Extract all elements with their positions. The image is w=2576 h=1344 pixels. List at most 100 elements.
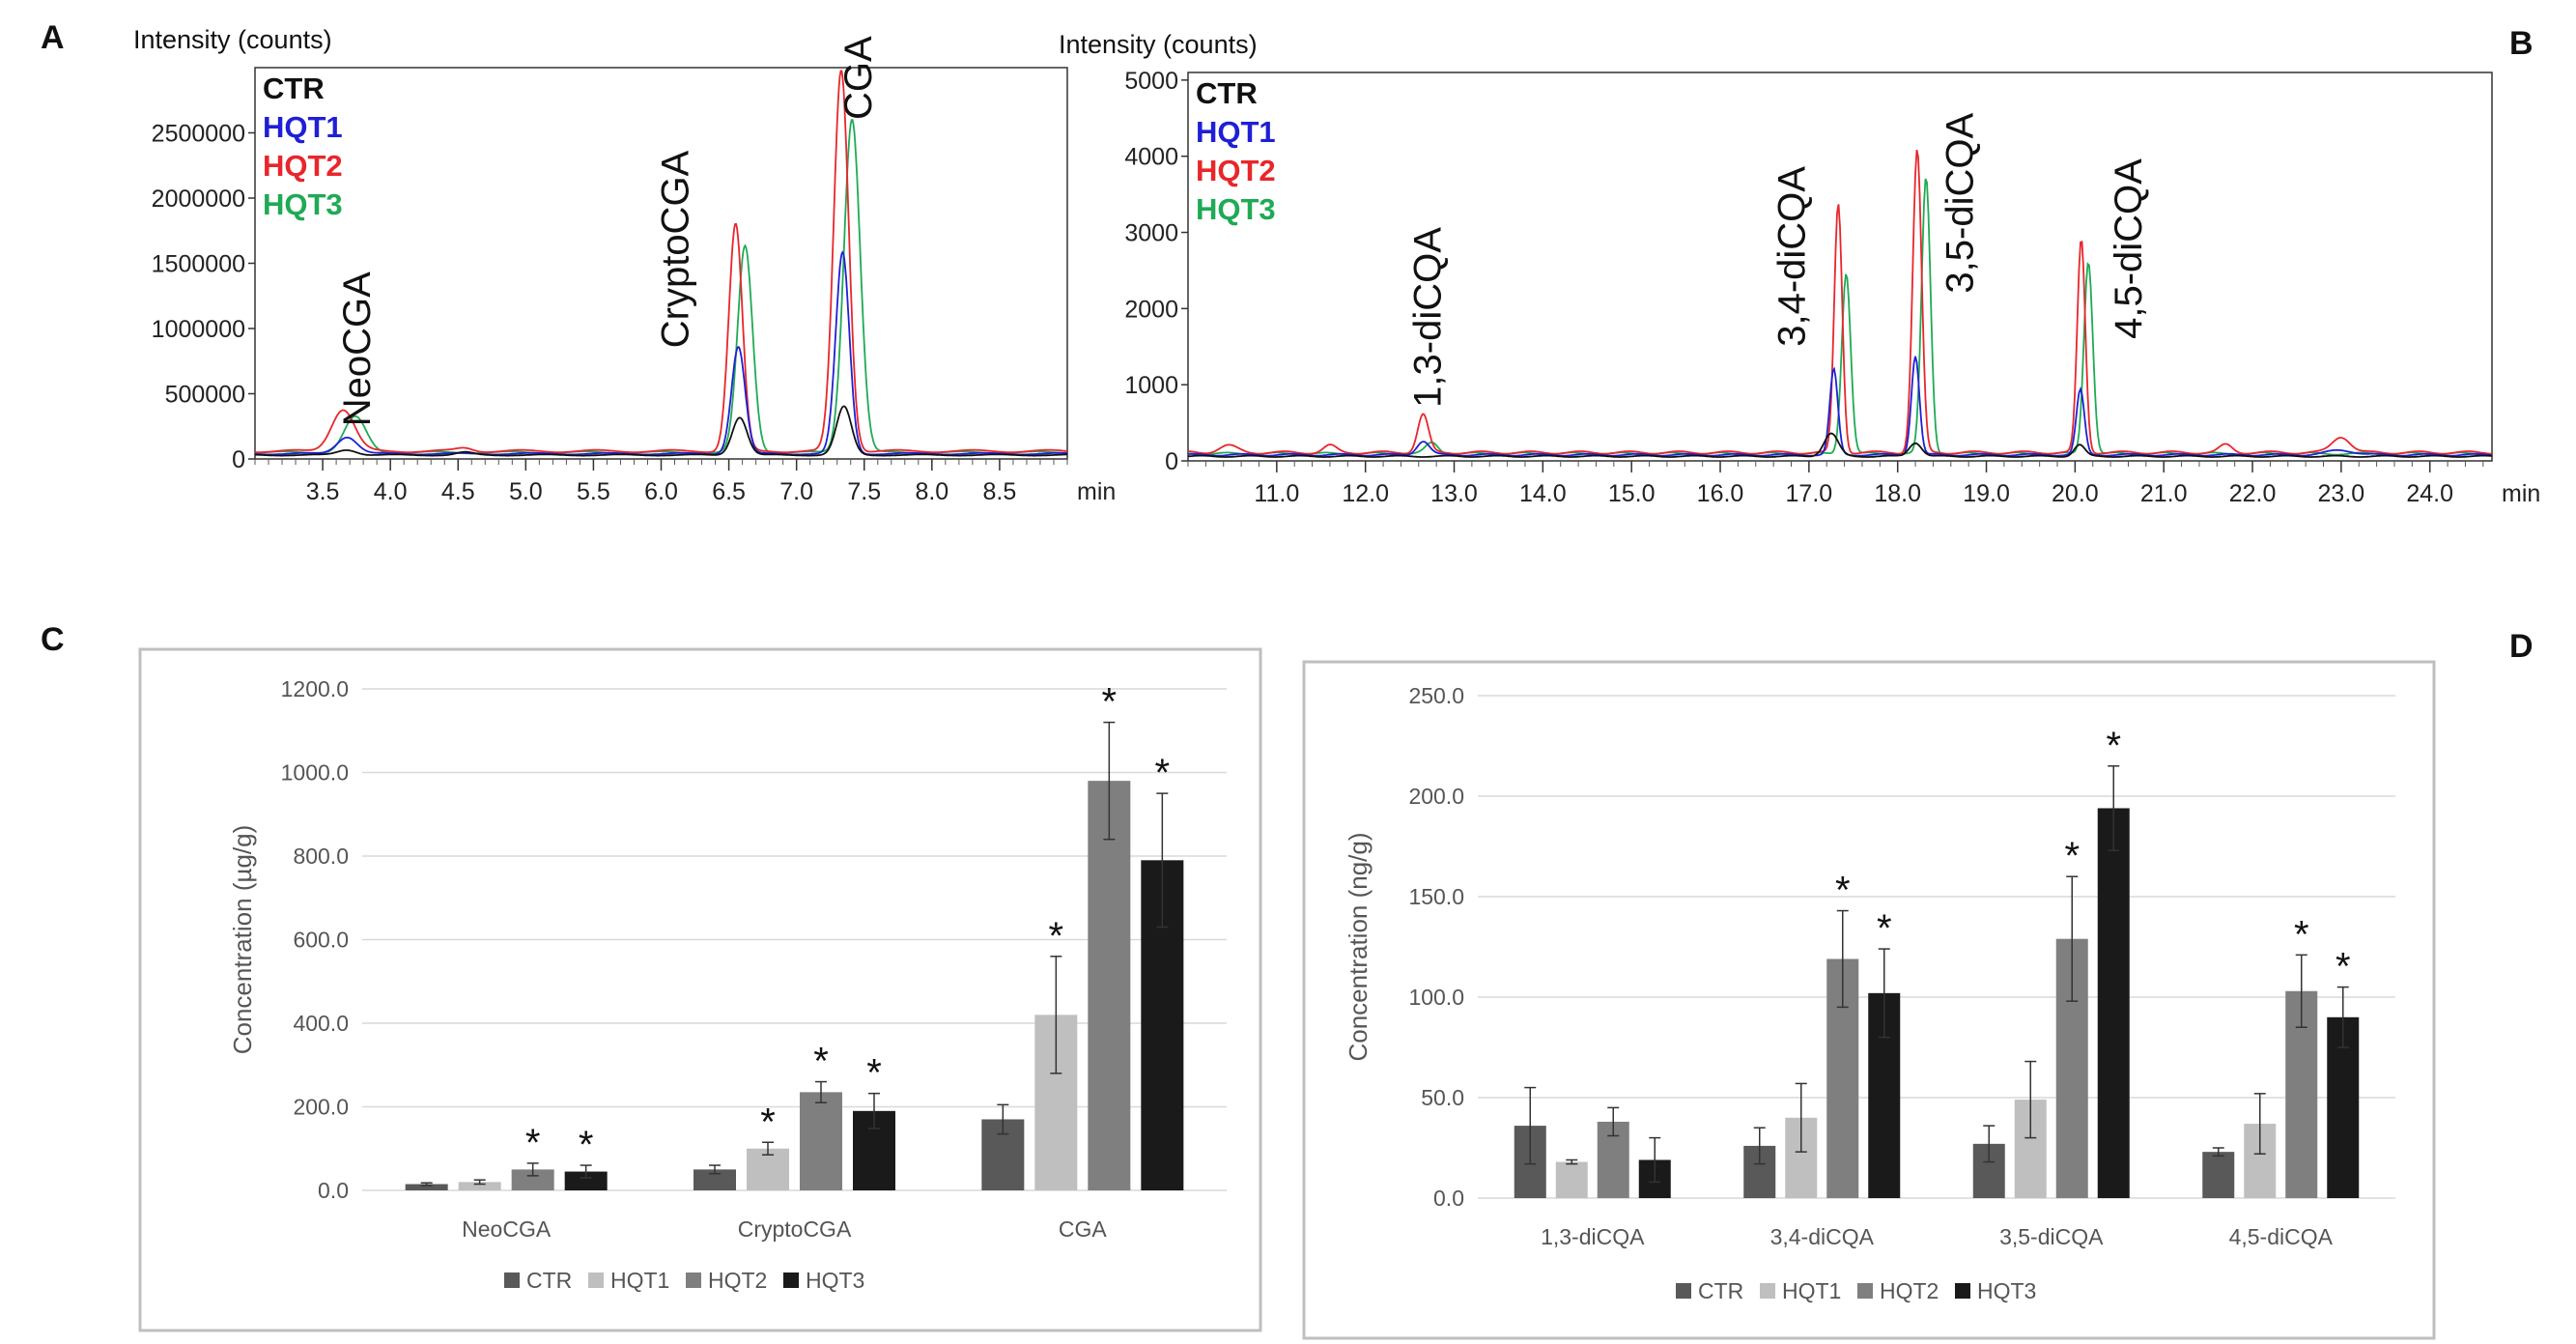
- y-tick-label: 600.0: [293, 928, 349, 953]
- chart-frame: [138, 647, 1262, 1332]
- y-tick-label: 5000: [1124, 68, 1178, 95]
- legend-swatch-hqt2: [1857, 1283, 1873, 1299]
- significance-star: *: [525, 1122, 541, 1164]
- legend-ctr: CTR: [1196, 76, 1258, 110]
- y-tick-label: 3000: [1124, 220, 1178, 247]
- x-category-label: 4,5-diCQA: [2229, 1224, 2334, 1249]
- x-tick-label: 23.0: [2318, 480, 2365, 507]
- significance-star: *: [2106, 725, 2121, 767]
- y-tick-label: 2500000: [152, 121, 245, 148]
- x-axis-unit: min: [1077, 478, 1116, 505]
- bar-chart-d: 0.0 50.0 100.0 150.0 200.0 250.0 Concentration…: [1302, 660, 2436, 1340]
- x-tick-label: 16.0: [1697, 480, 1744, 507]
- bar-hqt3: [2097, 808, 2130, 1198]
- trace-hqt2: [1187, 150, 2492, 455]
- peak-label: CGA: [837, 36, 880, 120]
- legend-hqt2: HQT2: [708, 1268, 767, 1293]
- y-tick-label: 100.0: [1408, 985, 1464, 1010]
- plot-frame: [1187, 71, 2493, 462]
- y-axis-title: Intensity (counts): [1059, 30, 1258, 59]
- bar-ctr: [2202, 1152, 2235, 1198]
- x-axis-unit: min: [2502, 480, 2540, 507]
- y-tick-label: 500000: [165, 382, 245, 409]
- legend-hqt1: HQT1: [1782, 1278, 1841, 1303]
- y-tick-label: 0: [232, 446, 245, 473]
- legend-hqt3: HQT3: [806, 1268, 864, 1293]
- peak-label: 1,3-diCQA: [1407, 227, 1450, 408]
- significance-star: *: [813, 1041, 829, 1083]
- significance-star: *: [1877, 907, 1892, 950]
- panel-letter-b: B: [2509, 25, 2534, 62]
- legend-hqt2: HQT2: [1880, 1278, 1939, 1303]
- y-tick-label: 800.0: [293, 844, 349, 869]
- x-tick-label: 6.5: [712, 478, 746, 505]
- y-tick-label: 1500000: [152, 251, 245, 278]
- significance-star: *: [2064, 835, 2080, 877]
- x-category-label: 3,4-diCQA: [1770, 1224, 1875, 1249]
- x-tick-label: 22.0: [2229, 480, 2277, 507]
- y-tick-label: 50.0: [1421, 1085, 1464, 1110]
- chromatogram-b: Intensity (counts) 0 1000 2000 3000 4000 5000 1…: [1059, 30, 2540, 507]
- legend-swatch-ctr: [1676, 1283, 1691, 1299]
- x-tick-label: 21.0: [2140, 480, 2188, 507]
- legend-ctr: CTR: [526, 1268, 572, 1293]
- legend-hqt3: HQT3: [263, 187, 343, 221]
- x-tick-label: 6.0: [644, 478, 678, 505]
- x-category-label: NeoCGA: [462, 1216, 552, 1242]
- legend-swatch-hqt1: [1760, 1283, 1775, 1299]
- bar-ctr: [694, 1169, 736, 1190]
- y-tick-label: 1000: [1124, 372, 1178, 399]
- peak-label: 3,4-diCQA: [1770, 166, 1813, 347]
- significance-star: *: [1835, 870, 1851, 912]
- x-tick-label: 5.0: [509, 478, 543, 505]
- x-category-label: 3,5-diCQA: [1999, 1224, 2104, 1249]
- x-tick-label: 12.0: [1342, 480, 1389, 507]
- trace-ctr: [1187, 432, 2493, 458]
- bar-hqt2: [800, 1092, 842, 1190]
- y-tick-label: 250.0: [1408, 683, 1464, 708]
- legend-swatch-hqt3: [1955, 1283, 1970, 1299]
- legend-ctr: CTR: [1698, 1278, 1743, 1303]
- x-tick-label: 14.0: [1519, 480, 1567, 507]
- x-tick-label: 8.0: [915, 478, 948, 505]
- bar-hqt2: [511, 1169, 554, 1190]
- legend-swatch-hqt2: [686, 1273, 701, 1288]
- y-tick-label: 2000000: [152, 186, 245, 213]
- y-tick-label: 0.0: [318, 1178, 349, 1203]
- significance-star: *: [866, 1052, 882, 1095]
- x-tick-label: 17.0: [1786, 480, 1833, 507]
- y-tick-label: 1000.0: [281, 760, 349, 786]
- panel-letter-d: D: [2509, 628, 2534, 665]
- legend-ctr: CTR: [263, 71, 325, 105]
- x-tick-label: 4.0: [374, 478, 408, 505]
- legend-swatch-hqt3: [783, 1273, 799, 1288]
- y-tick-label: 0.0: [1433, 1186, 1464, 1211]
- y-axis-title: Concentration (µg/g): [228, 825, 257, 1055]
- panel-letter-a: A: [41, 19, 65, 56]
- trace-ctr: [255, 405, 1067, 457]
- y-tick-label: 0: [1165, 448, 1178, 475]
- significance-star: *: [1155, 752, 1171, 794]
- chromatogram-a: Intensity (counts) 0 500000 1000000 1500000 2…: [133, 25, 1116, 505]
- significance-star: *: [2335, 946, 2351, 988]
- y-tick-label: 150.0: [1408, 884, 1464, 909]
- y-tick-label: 1000000: [152, 316, 245, 343]
- x-tick-label: 5.5: [577, 478, 610, 505]
- trace-hqt2: [255, 70, 1068, 453]
- peak-label: 4,5-diCQA: [2108, 158, 2150, 339]
- x-tick-label: 24.0: [2406, 480, 2453, 507]
- x-tick-label: 8.5: [983, 478, 1017, 505]
- trace-hqt1: [1187, 356, 2493, 457]
- x-category-label: CGA: [1059, 1216, 1108, 1242]
- y-tick-label: 2000: [1124, 296, 1178, 323]
- legend-hqt2: HQT2: [263, 149, 343, 183]
- x-tick-label: 19.0: [1963, 480, 2010, 507]
- y-tick-label: 400.0: [293, 1011, 349, 1036]
- x-tick-label: 18.0: [1874, 480, 1921, 507]
- y-axis-title: Intensity (counts): [133, 25, 332, 54]
- x-tick-label: 13.0: [1430, 480, 1478, 507]
- x-tick-label: 3.5: [306, 478, 340, 505]
- x-tick-label: 11.0: [1254, 480, 1299, 507]
- significance-star: *: [760, 1101, 776, 1143]
